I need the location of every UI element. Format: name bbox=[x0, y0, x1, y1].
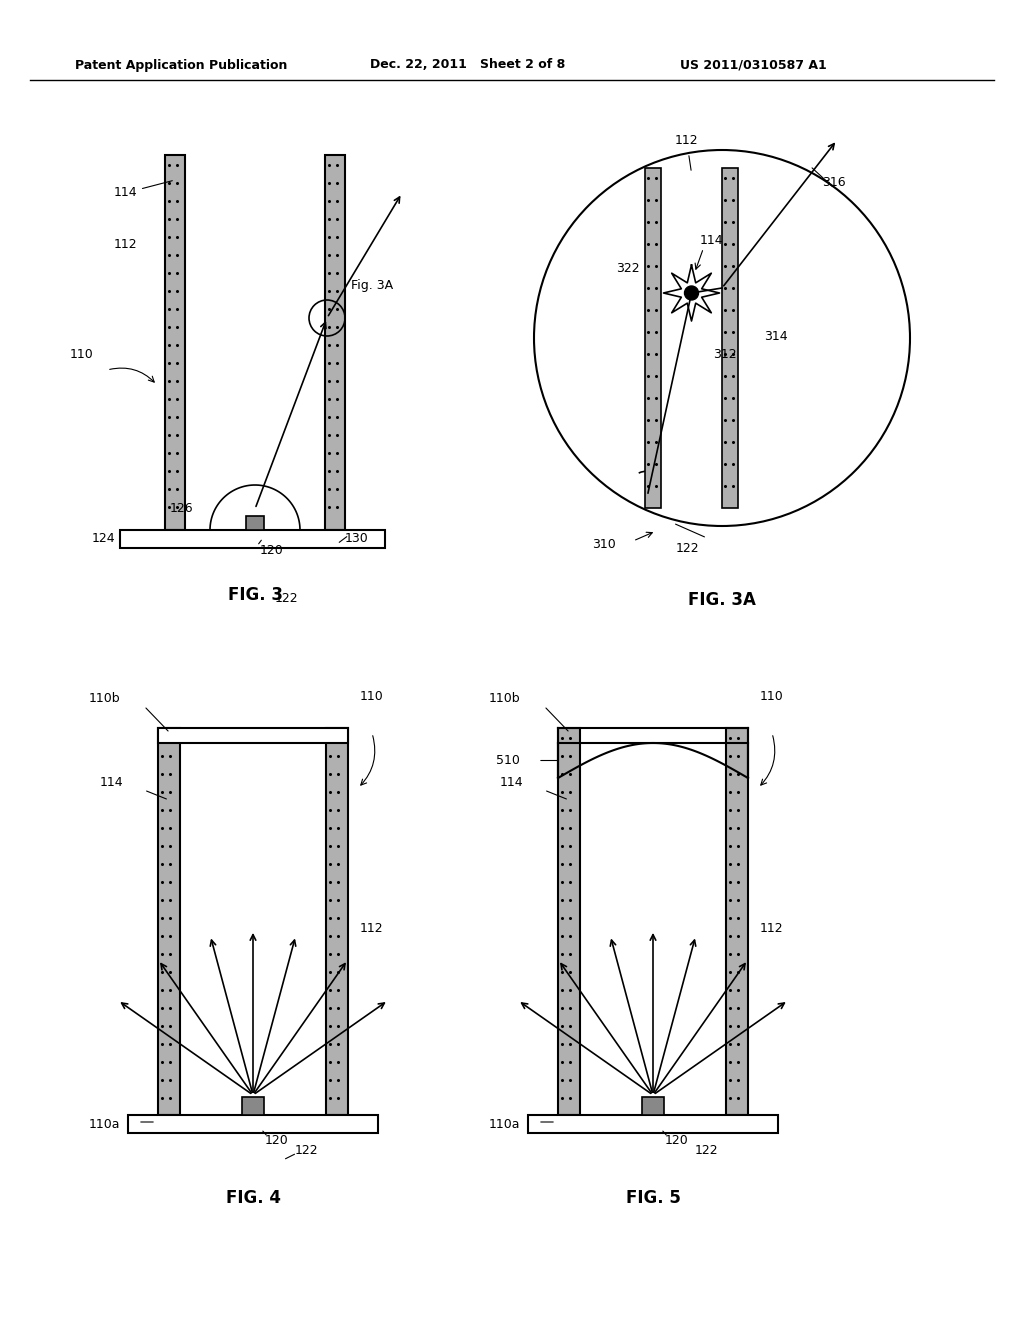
Bar bbox=[158, 729, 180, 1115]
Bar bbox=[326, 729, 348, 1115]
Text: FIG. 4: FIG. 4 bbox=[225, 1189, 281, 1206]
Text: 122: 122 bbox=[695, 1143, 719, 1156]
Bar bbox=[246, 516, 264, 531]
Bar bbox=[580, 729, 726, 1115]
Bar bbox=[558, 729, 580, 1115]
Text: 322: 322 bbox=[615, 261, 640, 275]
Text: Fig. 3A: Fig. 3A bbox=[351, 280, 393, 293]
Bar bbox=[185, 154, 325, 531]
Bar bbox=[645, 168, 662, 508]
Text: 124: 124 bbox=[91, 532, 115, 545]
Text: 122: 122 bbox=[675, 541, 698, 554]
Text: 120: 120 bbox=[260, 544, 284, 557]
Text: 114: 114 bbox=[114, 181, 172, 199]
Text: 510: 510 bbox=[496, 754, 520, 767]
Text: FIG. 3: FIG. 3 bbox=[227, 586, 283, 605]
Text: 110a: 110a bbox=[488, 1118, 520, 1131]
Text: 122: 122 bbox=[275, 593, 299, 606]
Text: FIG. 3A: FIG. 3A bbox=[688, 591, 756, 609]
Bar bbox=[158, 729, 348, 743]
Text: 120: 120 bbox=[265, 1134, 289, 1147]
Text: 110: 110 bbox=[360, 689, 384, 702]
Text: 314: 314 bbox=[764, 330, 787, 342]
Text: 110b: 110b bbox=[488, 692, 520, 705]
Circle shape bbox=[684, 286, 698, 300]
Text: 114: 114 bbox=[699, 235, 723, 248]
Text: 130: 130 bbox=[345, 532, 369, 545]
Text: 110: 110 bbox=[70, 348, 93, 362]
Text: US 2011/0310587 A1: US 2011/0310587 A1 bbox=[680, 58, 826, 71]
Text: 126: 126 bbox=[169, 502, 193, 515]
Text: 110: 110 bbox=[760, 689, 783, 702]
Bar bbox=[180, 729, 326, 1115]
Text: 112: 112 bbox=[360, 921, 384, 935]
Text: Dec. 22, 2011   Sheet 2 of 8: Dec. 22, 2011 Sheet 2 of 8 bbox=[370, 58, 565, 71]
Text: 110b: 110b bbox=[88, 692, 120, 705]
Bar bbox=[128, 1115, 378, 1133]
Text: 112: 112 bbox=[675, 133, 698, 147]
Text: 122: 122 bbox=[295, 1143, 318, 1156]
Text: 120: 120 bbox=[665, 1134, 689, 1147]
Text: 316: 316 bbox=[822, 177, 846, 190]
Text: 114: 114 bbox=[500, 776, 523, 789]
Text: 112: 112 bbox=[760, 921, 783, 935]
Text: 112: 112 bbox=[114, 239, 137, 252]
Bar bbox=[642, 1097, 664, 1115]
Text: 114: 114 bbox=[99, 776, 123, 789]
Text: 310: 310 bbox=[592, 539, 616, 552]
Bar bbox=[528, 1115, 778, 1133]
Bar bbox=[165, 154, 185, 531]
Text: Patent Application Publication: Patent Application Publication bbox=[75, 58, 288, 71]
Text: 312: 312 bbox=[714, 348, 737, 362]
Bar bbox=[722, 168, 738, 508]
Bar bbox=[325, 154, 345, 531]
Text: FIG. 5: FIG. 5 bbox=[626, 1189, 680, 1206]
Bar bbox=[242, 1097, 264, 1115]
Text: 110a: 110a bbox=[88, 1118, 120, 1131]
Bar bbox=[120, 531, 385, 548]
Bar bbox=[726, 729, 748, 1115]
